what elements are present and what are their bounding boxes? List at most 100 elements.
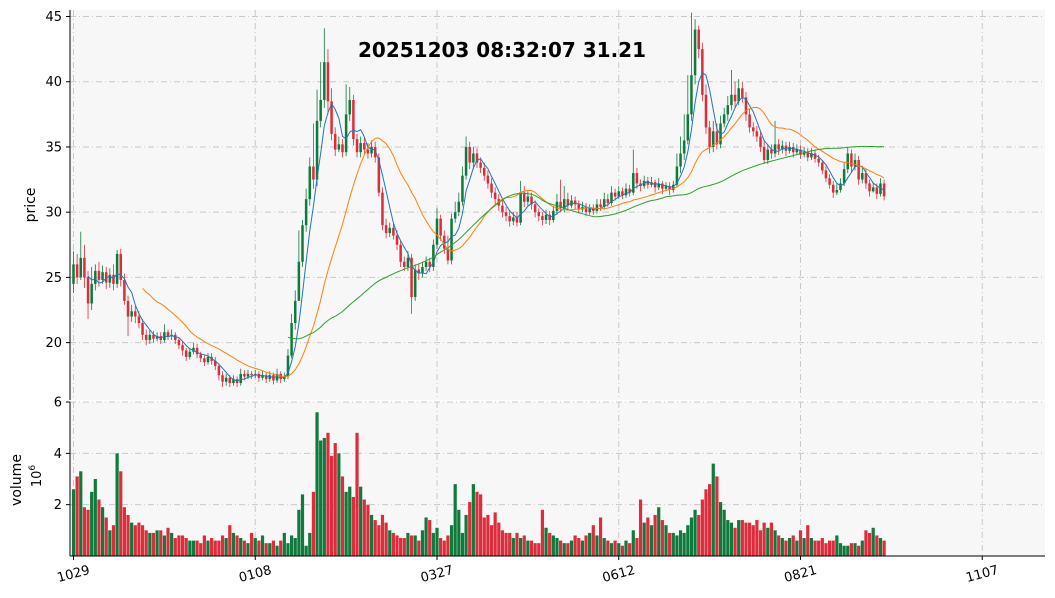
- volume-bar: [722, 509, 726, 556]
- volume-bar: [446, 535, 450, 556]
- volume-bar: [402, 538, 406, 556]
- candle-body: [144, 334, 148, 340]
- candle-body: [359, 143, 362, 153]
- candle-body: [875, 187, 879, 194]
- volume-bar: [417, 540, 421, 556]
- volume-bar: [504, 532, 508, 556]
- candle-body: [493, 192, 497, 200]
- candle-body: [79, 257, 83, 278]
- candle-body: [101, 272, 104, 280]
- price-tick-label: 20: [45, 336, 62, 351]
- volume-bar: [878, 538, 883, 556]
- volume-bar: [573, 535, 577, 556]
- x-tick-label: 0327: [419, 563, 455, 586]
- candle-body: [214, 360, 217, 367]
- x-tick-label: 1107: [964, 563, 1000, 586]
- volume-bar: [329, 455, 334, 556]
- candle-body: [813, 153, 817, 159]
- candle-body: [184, 350, 188, 357]
- volume-bar: [122, 507, 126, 556]
- candle-body: [199, 354, 202, 359]
- volume-bar: [257, 540, 261, 556]
- candle-body: [330, 101, 333, 134]
- volume-panel-background: [70, 402, 1045, 556]
- candle-body: [450, 218, 453, 261]
- volume-bar: [195, 540, 199, 556]
- volume-bar: [359, 486, 363, 556]
- candle-body: [384, 225, 388, 234]
- volume-bar: [439, 538, 443, 556]
- volume-bar: [210, 538, 214, 556]
- candle-body: [853, 160, 857, 167]
- candle-body: [97, 270, 101, 280]
- volume-bar: [471, 484, 475, 556]
- volume-bar: [511, 538, 515, 556]
- volume-bar: [642, 522, 646, 556]
- candle-body: [457, 201, 461, 213]
- volume-bar: [464, 514, 468, 556]
- candle-body: [501, 205, 504, 213]
- volume-bar: [777, 535, 781, 556]
- volume-bar: [449, 525, 454, 556]
- volume-bar: [529, 540, 534, 556]
- volume-bar: [497, 522, 501, 556]
- volume-bar: [748, 522, 752, 556]
- candle-body: [733, 94, 737, 102]
- volume-bar: [93, 479, 97, 556]
- volume-bar: [751, 525, 755, 556]
- candle-body: [312, 166, 315, 180]
- volume-bar: [355, 432, 359, 556]
- price-tick-label: 40: [45, 75, 62, 90]
- candle-body: [784, 145, 788, 151]
- candle-body: [483, 167, 486, 176]
- volume-tick-label: 6: [54, 396, 62, 411]
- volume-bar: [253, 538, 257, 556]
- volume-bar: [827, 540, 832, 556]
- candle-body: [726, 105, 730, 115]
- candle-body: [599, 204, 602, 207]
- candle-body: [464, 146, 468, 176]
- volume-bar: [137, 522, 141, 556]
- candle-body: [690, 75, 693, 115]
- volume-bar: [588, 532, 592, 556]
- volume-bar: [260, 535, 265, 556]
- volume-bar: [609, 543, 614, 556]
- volume-bar: [420, 530, 425, 556]
- candle-body: [522, 192, 526, 202]
- candle-body: [203, 358, 206, 363]
- volume-bar: [537, 543, 541, 556]
- ma-mid-line: [142, 106, 885, 378]
- candle-body: [595, 204, 599, 211]
- candle-body: [566, 199, 570, 206]
- volume-bar: [264, 543, 268, 556]
- candle-body: [810, 153, 813, 158]
- volume-bar: [300, 494, 305, 556]
- candle-body: [541, 216, 544, 220]
- volume-bar: [628, 543, 632, 556]
- volume-bar: [224, 538, 228, 556]
- volume-bar: [97, 499, 101, 556]
- candle-body: [584, 206, 588, 213]
- volume-bar: [130, 522, 134, 556]
- candle-body: [548, 214, 551, 220]
- volume-bar: [606, 540, 610, 556]
- candle-body: [304, 199, 308, 226]
- candle-body: [759, 136, 762, 147]
- candle-body: [123, 280, 126, 301]
- candle-body: [682, 140, 686, 154]
- candle-body: [188, 351, 192, 357]
- volume-bar: [231, 532, 236, 556]
- candle-body: [526, 196, 530, 202]
- volume-bar: [351, 496, 355, 556]
- volume-bar: [319, 440, 323, 556]
- volume-bar: [399, 538, 403, 556]
- volume-bar: [857, 545, 861, 556]
- candle-body: [439, 218, 442, 236]
- volume-bar: [715, 476, 719, 556]
- volume-bar: [515, 532, 519, 556]
- candle-body: [533, 204, 537, 213]
- price-candles: [72, 12, 886, 387]
- volume-bar: [206, 540, 210, 556]
- candle-body: [126, 300, 130, 317]
- volume-bar: [653, 514, 657, 556]
